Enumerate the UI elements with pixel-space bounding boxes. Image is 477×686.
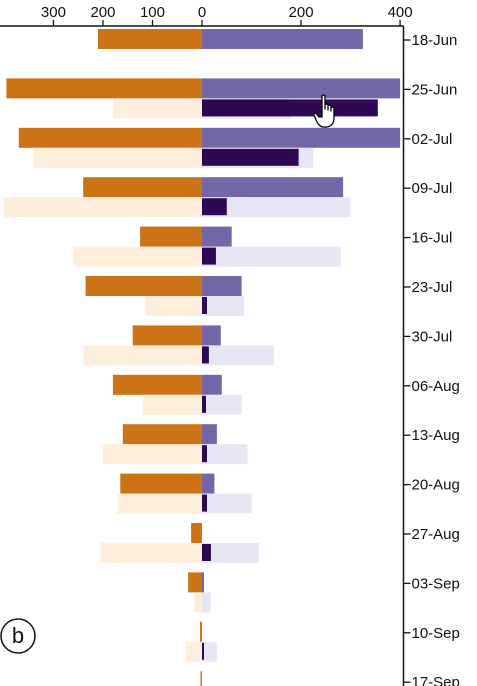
bar[interactable] [83, 345, 202, 366]
bar[interactable] [103, 444, 202, 465]
x-tick-label: 0 [198, 4, 206, 21]
bar[interactable] [117, 493, 202, 514]
y-tick-label: 30-Jul [412, 328, 453, 345]
bar[interactable] [85, 276, 202, 296]
hand-pointer-icon [313, 94, 335, 128]
bar[interactable] [202, 544, 211, 561]
bar[interactable] [112, 374, 202, 395]
y-tick-label: 20-Aug [412, 477, 460, 494]
y-tick-label: 27-Aug [412, 526, 460, 543]
bar[interactable] [188, 572, 202, 593]
bar[interactable] [202, 374, 222, 395]
bar[interactable] [18, 127, 202, 148]
y-tick-label: 25-Jun [412, 81, 458, 98]
bar[interactable] [202, 148, 299, 166]
panel-label: b [0, 618, 36, 654]
bar[interactable] [202, 127, 401, 148]
bar[interactable] [191, 523, 202, 543]
bar[interactable] [202, 197, 351, 218]
bar[interactable] [145, 296, 202, 316]
bar[interactable] [202, 445, 207, 463]
bar[interactable] [33, 147, 202, 168]
x-tick-label: 200 [90, 4, 115, 21]
bar[interactable] [202, 543, 259, 563]
x-tick-label: 200 [289, 4, 314, 21]
x-tick-label: 400 [388, 4, 413, 21]
bar[interactable] [194, 592, 202, 613]
bar[interactable] [202, 99, 378, 117]
bar[interactable] [140, 226, 202, 247]
bar[interactable] [202, 247, 216, 265]
y-tick-label: 09-Jul [412, 180, 453, 197]
bar[interactable] [202, 395, 206, 413]
bar[interactable] [202, 493, 252, 514]
bar[interactable] [202, 325, 221, 346]
bar[interactable] [202, 494, 207, 512]
bar[interactable] [73, 246, 202, 267]
bar[interactable] [202, 641, 217, 662]
bar[interactable] [202, 226, 232, 247]
y-tick-label: 13-Aug [412, 427, 460, 444]
bar[interactable] [200, 621, 202, 642]
x-tick-label: 300 [41, 4, 66, 21]
y-tick-label: 02-Jul [412, 131, 453, 148]
bar[interactable] [202, 424, 217, 445]
bar[interactable] [3, 197, 203, 218]
bar[interactable] [202, 592, 211, 613]
bar[interactable] [122, 424, 202, 445]
bars-layer [3, 29, 401, 686]
y-tick-label: 23-Jul [412, 279, 453, 296]
bar[interactable] [202, 346, 209, 364]
panel-label-text: b [12, 623, 24, 648]
bar[interactable] [202, 177, 344, 198]
bar[interactable] [202, 296, 245, 316]
bar[interactable] [100, 543, 203, 563]
bar[interactable] [6, 78, 203, 99]
bar[interactable] [132, 325, 202, 346]
panel-label-circle [0, 618, 36, 654]
bar[interactable] [202, 198, 227, 216]
bar[interactable] [142, 394, 202, 415]
bar[interactable] [202, 276, 242, 296]
bar[interactable] [202, 572, 204, 593]
bar[interactable] [202, 473, 215, 494]
x-tick-label: 100 [140, 4, 165, 21]
y-tick-label: 17-Sep [412, 674, 460, 686]
bar[interactable] [202, 29, 363, 49]
bar[interactable] [83, 177, 202, 198]
bar[interactable] [185, 641, 202, 662]
y-tick-label: 16-Jul [412, 230, 453, 247]
bar[interactable] [202, 78, 401, 99]
bar[interactable] [120, 473, 202, 494]
y-tick-label: 03-Sep [412, 575, 460, 592]
bar[interactable] [202, 297, 207, 314]
bar[interactable] [202, 444, 248, 465]
y-tick-label: 10-Sep [412, 625, 460, 642]
bar[interactable] [200, 671, 203, 686]
axes-layer: 300 200 100 0 200 400 18-Jun 25-Jun 02-Jul 09-Jul… [0, 4, 460, 686]
y-tick-label: 06-Aug [412, 378, 460, 395]
bar[interactable] [202, 345, 274, 366]
bar[interactable] [112, 98, 202, 119]
bar[interactable] [202, 394, 242, 415]
bar[interactable] [202, 642, 204, 660]
y-tick-label: 18-Jun [412, 32, 458, 49]
bar[interactable] [98, 29, 202, 49]
bar[interactable] [202, 246, 341, 267]
